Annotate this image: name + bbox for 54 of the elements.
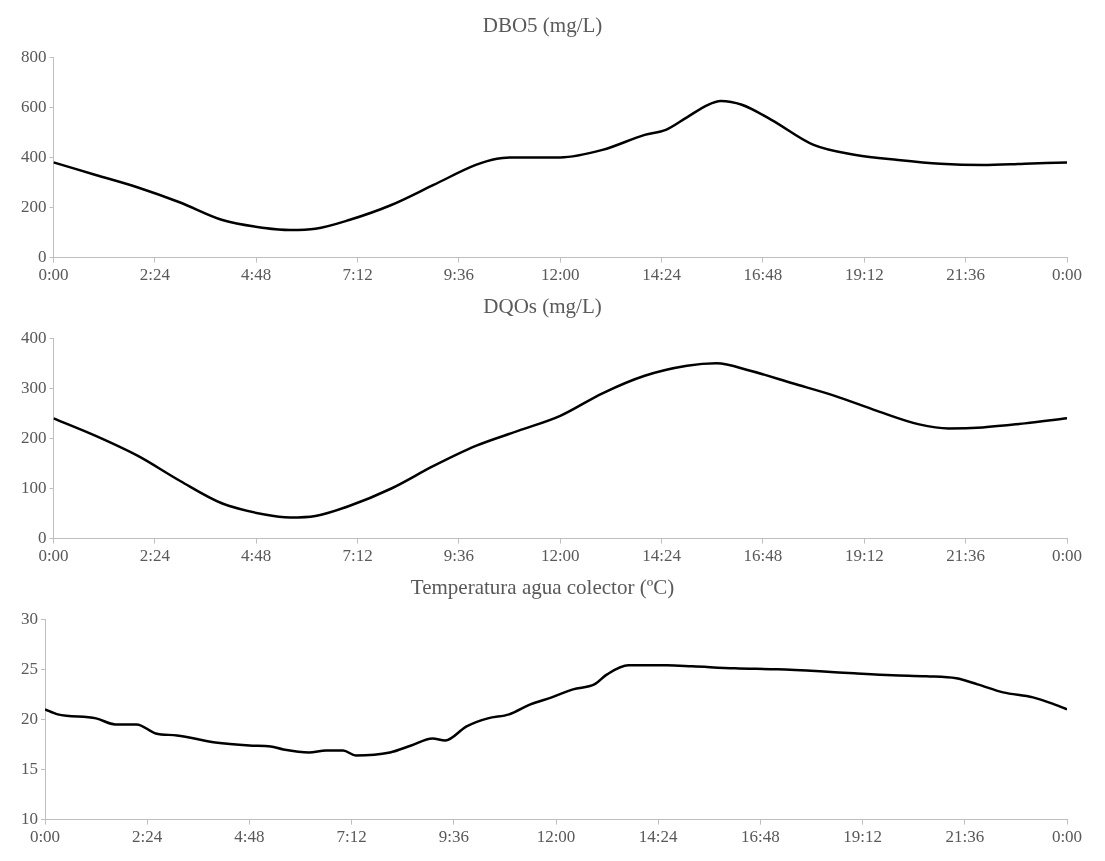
y-tick-label: 300 bbox=[21, 377, 47, 397]
y-tick-label: 600 bbox=[21, 96, 47, 116]
x-tick-label: 9:36 bbox=[438, 827, 469, 847]
y-tick-label: 20 bbox=[21, 708, 38, 728]
y-tick-label: 400 bbox=[21, 327, 47, 347]
x-tick-label: 14:24 bbox=[642, 265, 682, 285]
x-tick-label: 0:00 bbox=[38, 265, 69, 285]
x-tick-label: 16:48 bbox=[741, 827, 780, 847]
x-tick-label: 0:00 bbox=[1051, 827, 1083, 847]
x-tick-label: 9:36 bbox=[443, 546, 475, 566]
x-tick-label: 19:12 bbox=[843, 827, 882, 847]
x-tick-label: 2:24 bbox=[139, 546, 171, 566]
x-tick-label: 2:24 bbox=[139, 265, 171, 285]
y-tick-label: 400 bbox=[21, 146, 47, 166]
x-tick-label: 4:48 bbox=[241, 546, 272, 566]
x-tick-label: 12:00 bbox=[540, 546, 580, 566]
chart-title: DBO5 (mg/L) bbox=[482, 13, 603, 38]
y-tick-label: 25 bbox=[21, 658, 38, 678]
y-tick-label: 0 bbox=[38, 528, 47, 548]
x-tick-label: 21:36 bbox=[946, 546, 986, 566]
x-tick-label: 12:00 bbox=[540, 265, 580, 285]
y-tick-label: 200 bbox=[21, 427, 47, 447]
x-tick-label: 19:12 bbox=[844, 265, 884, 285]
y-tick-label: 10 bbox=[21, 809, 38, 829]
x-tick-label: 14:24 bbox=[642, 546, 682, 566]
line-series bbox=[45, 664, 1067, 757]
y-tick-label: 100 bbox=[21, 477, 47, 497]
line-series bbox=[53, 99, 1067, 232]
line-series bbox=[53, 362, 1067, 519]
x-tick-label: 7:12 bbox=[342, 265, 373, 285]
y-tick-label: 15 bbox=[21, 758, 38, 778]
x-tick-label: 4:48 bbox=[234, 827, 265, 847]
x-tick-label: 21:36 bbox=[946, 265, 986, 285]
x-tick-label: 9:36 bbox=[443, 265, 475, 285]
y-tick-label: 200 bbox=[21, 196, 47, 216]
y-tick-label: 30 bbox=[21, 608, 38, 628]
x-tick-label: 0:00 bbox=[1051, 546, 1083, 566]
x-tick-label: 21:36 bbox=[945, 827, 985, 847]
x-tick-label: 2:24 bbox=[132, 827, 163, 847]
x-tick-label: 0:00 bbox=[38, 546, 69, 566]
x-tick-label: 14:24 bbox=[638, 827, 679, 847]
x-tick-label: 7:12 bbox=[336, 827, 367, 847]
x-tick-label: 0:00 bbox=[1051, 265, 1083, 285]
x-tick-label: 16:48 bbox=[743, 265, 783, 285]
chart-title: DQOs (mg/L) bbox=[483, 294, 602, 319]
x-tick-label: 16:48 bbox=[743, 546, 783, 566]
x-tick-label: 0:00 bbox=[29, 827, 61, 847]
x-tick-label: 12:00 bbox=[536, 827, 576, 847]
x-tick-label: 7:12 bbox=[342, 546, 373, 566]
x-tick-label: 19:12 bbox=[844, 546, 884, 566]
y-tick-label: 0 bbox=[38, 247, 47, 267]
x-tick-label: 4:48 bbox=[241, 265, 272, 285]
chart-title: Temperatura agua colector (ºC) bbox=[410, 575, 675, 600]
y-tick-label: 800 bbox=[21, 46, 47, 66]
